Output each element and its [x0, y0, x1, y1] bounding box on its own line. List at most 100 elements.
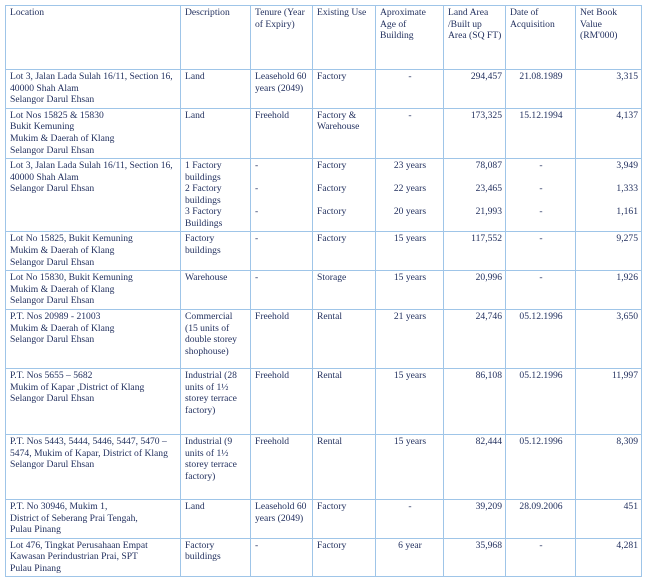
column-header: Location	[5, 5, 181, 70]
cell-age: 15 years	[375, 433, 444, 500]
area-value: 82,444	[475, 435, 502, 447]
cell-age: 15 years	[375, 270, 444, 310]
table-row: Lot 3, Jalan Lada Sulah 16/11, Section 1…	[5, 69, 642, 109]
cell-date: 15.12.1994	[505, 107, 576, 160]
cell-use: Factory & Warehouse	[312, 107, 376, 160]
tenure-value: Freehold	[255, 369, 290, 381]
use-value: Storage	[317, 272, 347, 284]
column-header: Tenure (Year of Expiry)	[250, 5, 313, 70]
use-value: Factory	[317, 206, 347, 218]
tenure-value: Freehold	[255, 109, 290, 121]
cell-location: P.T. Nos 20989 - 21003 Mukim & Daerah of…	[5, 308, 181, 369]
cell-nbv: 4,137	[575, 107, 642, 160]
age-value: 15 years	[393, 272, 427, 284]
cell-description: Land	[180, 69, 251, 109]
cell-age: -	[375, 69, 444, 109]
location-text: Lot No 15825, Bukit Kemuning Mukim & Dae…	[10, 233, 133, 268]
column-header: Date of Acquisition	[505, 5, 576, 70]
description-value: Industrial (28 units of 1½ storey terrac…	[185, 369, 237, 416]
date-value: -	[539, 160, 543, 172]
use-value: Factory	[317, 233, 347, 245]
cell-description: Factory buildings	[180, 231, 251, 272]
column-header: Existing Use	[312, 5, 376, 70]
description-value: Land	[185, 500, 205, 512]
cell-date: -	[505, 231, 576, 272]
table-row: P.T. Nos 5655 – 5682 Mukim of Kapar ,Dis…	[5, 367, 642, 435]
date-value: -	[539, 183, 543, 195]
age-value: 21 years	[393, 310, 427, 322]
cell-nbv: 451	[575, 498, 642, 539]
description-value: 3 Factory Buildings	[185, 206, 223, 229]
cell-nbv: 11,997	[575, 367, 642, 435]
cell-age: 15 years	[375, 231, 444, 272]
nbv-value: 4,281	[616, 539, 638, 551]
age-value: -	[408, 109, 412, 121]
cell-location: Lot No 15825, Bukit Kemuning Mukim & Dae…	[5, 231, 181, 272]
cell-tenure: Leasehold 60 years (2049)	[250, 69, 313, 109]
property-table: Location Description Tenure (Year of Expir…	[5, 5, 642, 577]
use-value: Factory & Warehouse	[317, 109, 360, 133]
cell-use: Storage	[312, 270, 376, 310]
description-value: Factory buildings	[185, 233, 221, 256]
cell-use: Rental	[312, 433, 376, 500]
cell-area: 35,968	[443, 537, 506, 577]
table-row: Lot 3, Jalan Lada Sulah 16/11, Section 1…	[5, 158, 642, 233]
location-text: P.T. Nos 20989 - 21003 Mukim & Daerah of…	[10, 310, 115, 346]
cell-location: Lot 476, Tingkat Perusahaan Empat Kawasa…	[5, 537, 181, 577]
column-header: Land Area /Built up Area (SQ FT)	[443, 5, 506, 70]
area-value: 20,996	[475, 272, 502, 284]
nbv-value: 11,997	[611, 369, 638, 381]
column-header: Description	[180, 5, 251, 70]
cell-location: P.T. No 30946, Mukim 1, District of Sebe…	[5, 498, 181, 539]
cell-location: Lot Nos 15825 & 15830 Bukit Kemuning Muk…	[5, 107, 181, 160]
age-value: 15 years	[393, 369, 427, 381]
cell-date: -	[505, 270, 576, 310]
nbv-value: 8,309	[616, 435, 638, 447]
nbv-value: 3,650	[616, 310, 638, 322]
use-value: Factory	[317, 160, 347, 172]
cell-nbv: 4,281	[575, 537, 642, 577]
age-value: 15 years	[393, 233, 427, 245]
cell-area: 20,996	[443, 270, 506, 310]
location-text: Lot Nos 15825 & 15830 Bukit Kemuning Muk…	[10, 109, 115, 156]
use-value: Factory	[317, 539, 347, 551]
cell-location: Lot 3, Jalan Lada Sulah 16/11, Section 1…	[5, 158, 181, 233]
table-row: P.T. No 30946, Mukim 1, District of Sebe…	[5, 498, 642, 539]
date-value: 05.12.1996	[519, 310, 563, 322]
cell-date: - - -	[505, 158, 576, 233]
cell-date: -	[505, 537, 576, 577]
cell-age: 15 years	[375, 367, 444, 435]
table-row: P.T. Nos 5443, 5444, 5446, 5447, 5470 – …	[5, 433, 642, 500]
tenure-value: -	[255, 539, 259, 551]
use-value: Rental	[317, 435, 343, 447]
tenure-value: -	[255, 272, 259, 284]
date-value: -	[539, 272, 543, 284]
date-value: 21.08.1989	[519, 71, 563, 82]
nbv-value: 1,161	[616, 206, 638, 218]
column-header: Aproximate Age of Building	[375, 5, 444, 70]
cell-date: 05.12.1996	[505, 308, 576, 369]
tenure-value: -	[255, 233, 259, 245]
use-value: Factory	[317, 183, 347, 195]
area-value: 23,465	[475, 183, 502, 195]
date-value: 28.09.2006	[519, 500, 563, 512]
cell-use: Rental	[312, 367, 376, 435]
location-text: Lot 3, Jalan Lada Sulah 16/11, Section 1…	[10, 160, 173, 195]
area-value: 294,457	[470, 71, 502, 82]
location-text: Lot 476, Tingkat Perusahaan Empat Kawasa…	[10, 539, 148, 574]
cell-description: Commercial (15 units of double storey sh…	[180, 308, 251, 369]
cell-use: Factory	[312, 537, 376, 577]
use-value: Factory	[317, 71, 347, 82]
table-row: Lot No 15830, Bukit Kemuning Mukim & Dae…	[5, 270, 642, 310]
area-value: 78,087	[475, 160, 502, 172]
date-value: -	[539, 206, 543, 218]
cell-description: 1 Factory buildings 2 Factory buildings 3 …	[180, 158, 251, 233]
nbv-value: 4,137	[616, 109, 638, 121]
description-value: Commercial (15 units of double storey sh…	[185, 310, 237, 357]
tenure-value: -	[255, 206, 259, 218]
description-value: 2 Factory buildings	[185, 183, 222, 206]
cell-nbv: 9,275	[575, 231, 642, 272]
date-value: 05.12.1996	[519, 435, 563, 447]
nbv-value: 451	[623, 500, 638, 512]
cell-tenure: Leasehold 60 years (2049)	[250, 498, 313, 539]
